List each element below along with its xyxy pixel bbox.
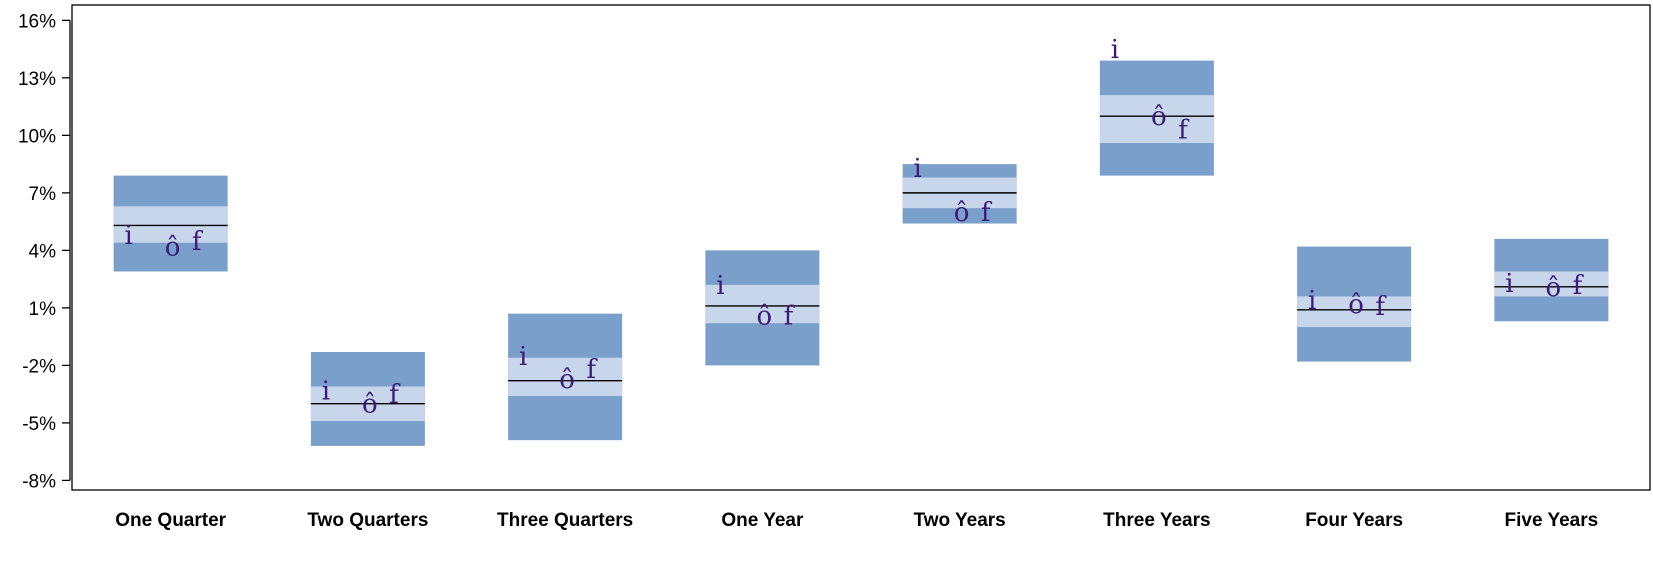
marker-i: i <box>124 221 132 251</box>
y-tick-label: -2% <box>22 356 56 377</box>
y-axis: -8% -5% -2% 1% 4% 7% 10% 13% 16% <box>18 11 71 492</box>
inner-band <box>705 284 820 324</box>
marker-i: i <box>716 271 724 301</box>
marker-o: ô <box>954 198 970 228</box>
marker-f: f <box>389 380 401 410</box>
marker-o: ô <box>1151 102 1167 132</box>
x-axis: One Quarter Two Quarters Three Quarters One… <box>115 510 1598 531</box>
y-tick-label: 16% <box>18 11 56 32</box>
y-tick-label: 4% <box>29 241 57 262</box>
x-category-label: Three Years <box>1103 510 1210 531</box>
y-tick-label: -8% <box>22 471 56 492</box>
marker-f: f <box>1573 271 1585 301</box>
plot-frame <box>71 4 1651 491</box>
inner-band <box>1297 296 1412 328</box>
marker-i: i <box>322 376 330 406</box>
x-category-label: One Year <box>721 510 804 531</box>
x-category-label: Four Years <box>1305 510 1403 531</box>
y-tick-label: -5% <box>22 414 56 435</box>
marker-i: i <box>913 154 921 184</box>
marker-f: f <box>586 355 598 385</box>
inner-band <box>1099 95 1214 144</box>
x-category-label: One Quarter <box>115 510 226 531</box>
marker-o: ô <box>362 390 378 420</box>
marker-o: ô <box>1348 290 1364 320</box>
marker-f: f <box>981 198 993 228</box>
y-tick-label: 13% <box>18 69 56 90</box>
inner-band <box>113 206 228 243</box>
x-category-label: Two Years <box>914 510 1006 531</box>
marker-o: ô <box>1546 273 1562 303</box>
inner-band <box>508 357 623 397</box>
x-category-label: Five Years <box>1505 510 1599 531</box>
x-category-label: Three Quarters <box>497 510 633 531</box>
marker-o: ô <box>165 233 181 263</box>
marker-i: i <box>1111 35 1119 65</box>
marker-i: i <box>519 342 527 372</box>
marker-i: i <box>1505 269 1513 299</box>
marker-o: ô <box>559 365 575 395</box>
y-tick-label: 1% <box>29 299 57 320</box>
y-tick-label: 7% <box>29 184 57 205</box>
y-tick-label: 10% <box>18 126 56 147</box>
inner-band <box>1494 271 1609 297</box>
marker-o: ô <box>757 302 773 332</box>
marker-f: f <box>192 227 204 257</box>
marker-f: f <box>784 302 796 332</box>
marker-f: f <box>1178 116 1190 146</box>
marker-f: f <box>1375 292 1387 322</box>
x-category-label: Two Quarters <box>307 510 428 531</box>
boxes-layer: i ô fi ô fiô fiô fiô fiô fi ô fi ô f <box>113 35 1609 446</box>
marker-i: i <box>1308 286 1316 316</box>
